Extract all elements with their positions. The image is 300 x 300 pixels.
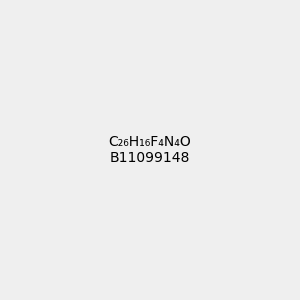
Text: C₂₆H₁₆F₄N₄O
B11099148: C₂₆H₁₆F₄N₄O B11099148 (109, 135, 191, 165)
